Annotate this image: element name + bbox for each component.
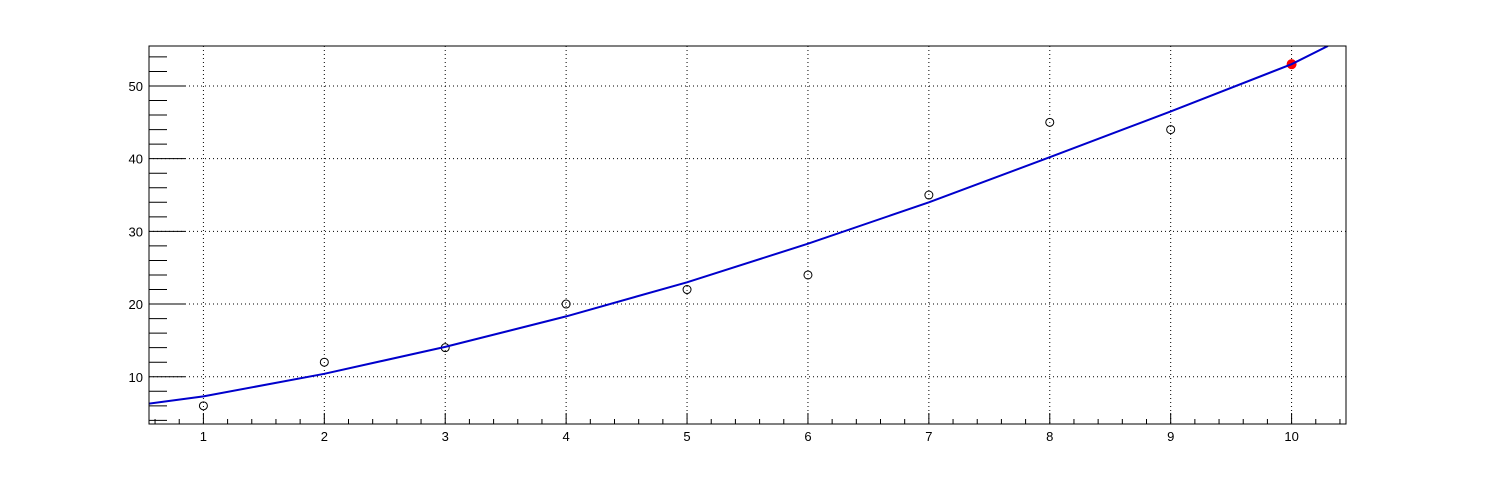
x-tick-label: 8 — [1046, 429, 1053, 444]
plot-frame — [148, 45, 1347, 425]
data-point — [803, 270, 813, 280]
x-tick-label: 1 — [200, 429, 207, 444]
x-tick-label: 6 — [804, 429, 811, 444]
x-tick-label: 9 — [1167, 429, 1174, 444]
data-point — [682, 285, 692, 295]
y-tick-label: 20 — [129, 297, 143, 312]
x-tick-label: 3 — [442, 429, 449, 444]
y-tick-label: 30 — [129, 224, 143, 239]
x-tick-label: 7 — [925, 429, 932, 444]
fit-curve — [149, 46, 1329, 405]
data-point — [561, 299, 571, 309]
data-point — [1045, 117, 1055, 127]
y-tick-label: 50 — [129, 79, 143, 94]
data-point — [198, 401, 208, 411]
tick-layer — [149, 56, 1341, 424]
data-point — [1166, 125, 1176, 135]
tick-label-layer: 1 2 3 4 5 6 7 8 9 10 10 20 30 40 50 — [129, 79, 1299, 444]
x-tick-label: 10 — [1284, 429, 1298, 444]
x-tick-label: 4 — [563, 429, 570, 444]
series-layer — [149, 46, 1329, 411]
grid-layer — [149, 46, 1346, 424]
x-tick-label: 5 — [683, 429, 690, 444]
y-tick-label: 40 — [129, 152, 143, 167]
data-point — [319, 357, 329, 367]
x-tick-label: 2 — [321, 429, 328, 444]
data-point — [924, 190, 934, 200]
y-tick-label: 10 — [129, 370, 143, 385]
